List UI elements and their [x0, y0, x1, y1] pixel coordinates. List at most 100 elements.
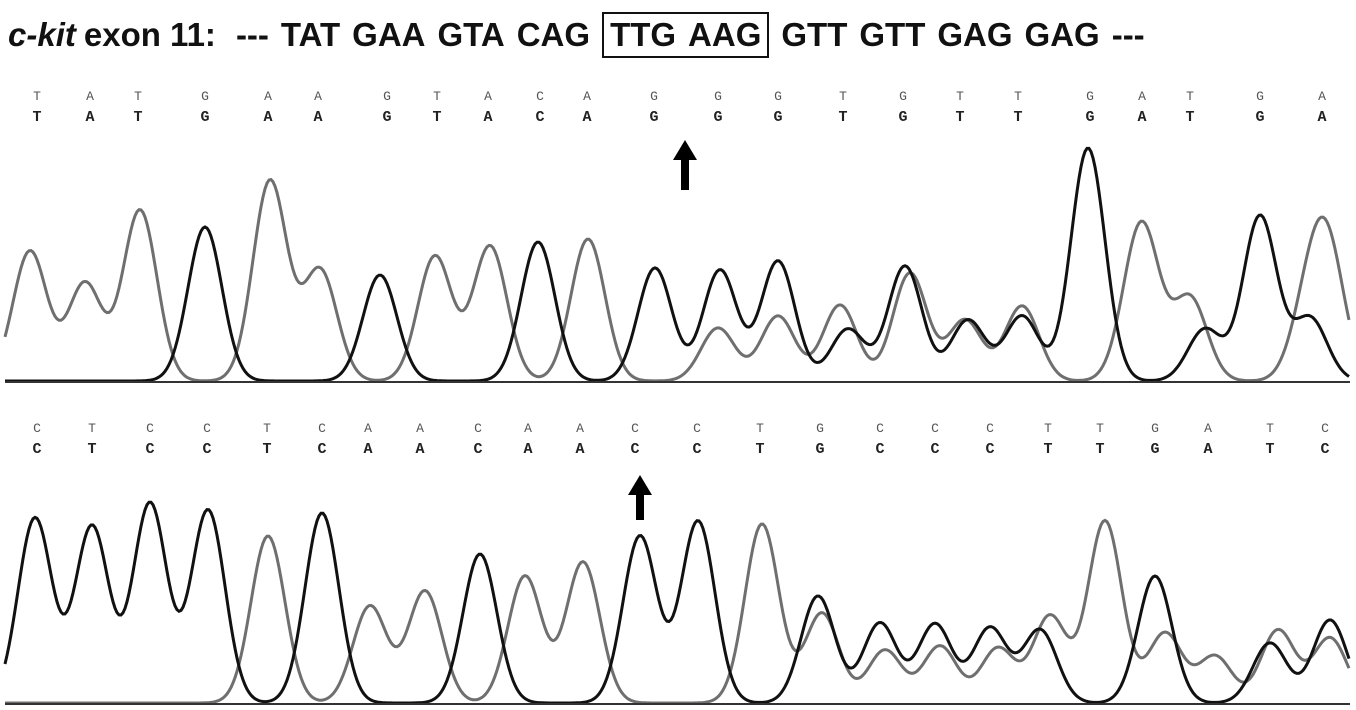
- base-call: G: [714, 89, 722, 104]
- base-call: C: [876, 421, 884, 436]
- trace: [5, 180, 1349, 381]
- base-call: G: [1256, 89, 1264, 104]
- base-call: C: [692, 441, 701, 458]
- base-call: T: [134, 89, 142, 104]
- arrow: [628, 475, 652, 520]
- base-call: A: [314, 89, 322, 104]
- base-call: C: [146, 421, 154, 436]
- base-call: G: [1085, 109, 1094, 126]
- chromatograms: TATGAAGTACAGGGTGTTGATGATATGAAGTACAGGGTGT…: [0, 0, 1356, 710]
- base-call: A: [363, 441, 372, 458]
- base-call: G: [713, 109, 722, 126]
- base-call: A: [1317, 109, 1326, 126]
- base-call: G: [1255, 109, 1264, 126]
- base-call: G: [1151, 421, 1159, 436]
- base-call: C: [474, 421, 482, 436]
- base-call: T: [755, 441, 764, 458]
- base-call: T: [1043, 441, 1052, 458]
- base-call: A: [483, 109, 492, 126]
- base-call: C: [535, 109, 544, 126]
- base-call: A: [364, 421, 372, 436]
- base-call: A: [85, 109, 94, 126]
- base-call: A: [1137, 109, 1146, 126]
- base-call: C: [875, 441, 884, 458]
- base-call: A: [575, 441, 584, 458]
- base-call: A: [576, 421, 584, 436]
- base-call: C: [202, 441, 211, 458]
- base-call: A: [263, 109, 272, 126]
- base-call: A: [416, 421, 424, 436]
- base-call: T: [88, 421, 96, 436]
- base-call: G: [649, 109, 658, 126]
- base-call: C: [630, 441, 639, 458]
- base-call: T: [1013, 109, 1022, 126]
- base-call: T: [262, 441, 271, 458]
- base-call: T: [32, 109, 41, 126]
- base-call: C: [631, 421, 639, 436]
- arrow: [673, 140, 697, 190]
- base-call: A: [1204, 421, 1212, 436]
- base-call: A: [524, 421, 532, 436]
- base-call: C: [33, 421, 41, 436]
- base-call: C: [145, 441, 154, 458]
- base-call: T: [838, 109, 847, 126]
- trace: [5, 148, 1349, 381]
- base-call: C: [473, 441, 482, 458]
- base-call: T: [1014, 89, 1022, 104]
- trace: [5, 502, 1349, 703]
- base-call: C: [985, 441, 994, 458]
- base-call: G: [650, 89, 658, 104]
- base-call: T: [1044, 421, 1052, 436]
- base-call: G: [898, 109, 907, 126]
- base-call: G: [899, 89, 907, 104]
- base-call: A: [582, 109, 591, 126]
- base-call: C: [986, 421, 994, 436]
- base-call: C: [931, 421, 939, 436]
- base-call: C: [1320, 441, 1329, 458]
- base-call: A: [313, 109, 322, 126]
- base-call: G: [200, 109, 209, 126]
- base-call: T: [263, 421, 271, 436]
- base-call: A: [1318, 89, 1326, 104]
- base-call: C: [318, 421, 326, 436]
- base-call: C: [930, 441, 939, 458]
- base-call: G: [774, 89, 782, 104]
- base-call: T: [433, 89, 441, 104]
- base-call: T: [1186, 89, 1194, 104]
- base-call: G: [382, 109, 391, 126]
- base-call: T: [33, 89, 41, 104]
- base-call: A: [523, 441, 532, 458]
- base-call: A: [583, 89, 591, 104]
- base-call: T: [839, 89, 847, 104]
- base-call: T: [133, 109, 142, 126]
- base-call: T: [1185, 109, 1194, 126]
- base-call: T: [432, 109, 441, 126]
- base-call: C: [32, 441, 41, 458]
- base-call: A: [484, 89, 492, 104]
- base-call: G: [815, 441, 824, 458]
- base-call: T: [955, 109, 964, 126]
- base-call: A: [86, 89, 94, 104]
- base-call: C: [317, 441, 326, 458]
- base-call: T: [1266, 421, 1274, 436]
- base-call: T: [1265, 441, 1274, 458]
- base-call: T: [956, 89, 964, 104]
- base-call: G: [1086, 89, 1094, 104]
- base-call: T: [756, 421, 764, 436]
- base-call: G: [816, 421, 824, 436]
- base-call: G: [1150, 441, 1159, 458]
- base-call: C: [536, 89, 544, 104]
- base-call: G: [773, 109, 782, 126]
- base-call: G: [383, 89, 391, 104]
- base-call: T: [1095, 441, 1104, 458]
- base-call: C: [203, 421, 211, 436]
- base-call: C: [1321, 421, 1329, 436]
- base-call: A: [264, 89, 272, 104]
- base-call: T: [87, 441, 96, 458]
- base-call: A: [415, 441, 424, 458]
- base-call: T: [1096, 421, 1104, 436]
- base-call: A: [1138, 89, 1146, 104]
- base-call: C: [693, 421, 701, 436]
- trace: [5, 520, 1349, 703]
- page: {"title": {"gene": "c-kit", "exon": "exo…: [0, 0, 1356, 710]
